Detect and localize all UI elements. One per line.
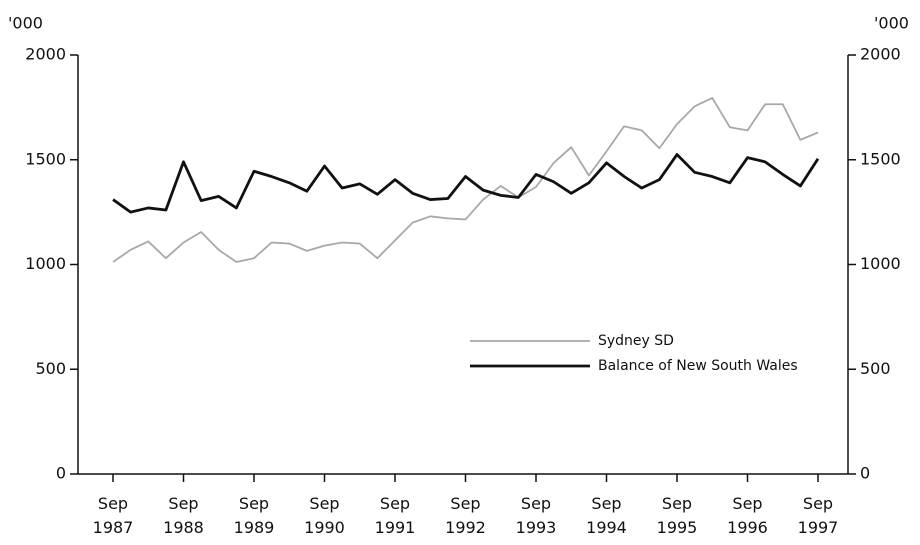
- legend-label: Sydney SD: [598, 333, 674, 349]
- x-tick-label: Sep 1991: [375, 494, 416, 537]
- x-tick-label: Sep 1997: [798, 494, 839, 537]
- series-line: [112, 153, 820, 214]
- y2-tick-label: 500: [860, 359, 891, 378]
- legend-label: Balance of New South Wales: [598, 358, 798, 374]
- y2-tick-label: 1500: [860, 149, 901, 168]
- y-tick-label: 1000: [25, 254, 66, 273]
- y-tick-label: 2000: [25, 45, 66, 64]
- x-tick-label: Sep 1989: [234, 494, 275, 537]
- x-tick-label: Sep 1993: [516, 494, 557, 537]
- x-tick-label: Sep 1994: [586, 494, 627, 537]
- y-tick-label: 500: [35, 359, 66, 378]
- x-tick-label: Sep 1992: [445, 494, 486, 537]
- x-tick-label: Sep 1987: [93, 494, 134, 537]
- y-tick-label: 0: [56, 464, 66, 483]
- y-tick-label: 1500: [25, 149, 66, 168]
- series-line: [112, 97, 819, 263]
- y2-tick-label: 2000: [860, 45, 901, 64]
- x-tick-label: Sep 1995: [657, 494, 698, 537]
- y-axis-unit: '000: [8, 14, 43, 33]
- x-tick-label: Sep 1990: [304, 494, 345, 537]
- y2-tick-label: 1000: [860, 254, 901, 273]
- y2-axis-unit: '000: [874, 14, 909, 33]
- x-tick-label: Sep 1996: [727, 494, 768, 537]
- y2-tick-label: 0: [860, 464, 870, 483]
- x-tick-label: Sep 1988: [163, 494, 204, 537]
